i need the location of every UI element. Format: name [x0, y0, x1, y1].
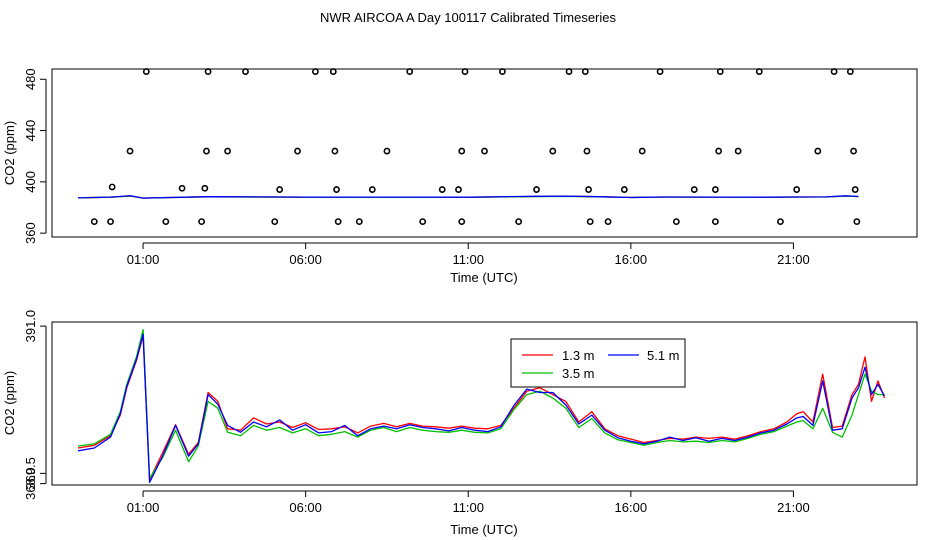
top-scatter-point [461, 68, 469, 75]
top-scatter-point [331, 147, 339, 155]
figure-title: NWR AIRCOA A Day 100117 Calibrated Times… [320, 10, 616, 25]
legend-label-5-1m: 5.1 m [647, 348, 680, 363]
legend-label-1-3m: 1.3 m [562, 348, 595, 363]
top-scatter-point [126, 147, 134, 155]
top-scatter-point [312, 68, 319, 75]
bottom-x-tick-label: 11:00 [452, 500, 484, 515]
chart-marks: 01:00 06:00 11:00 16:00 21:00 360 400 440 480 01:… [23, 68, 886, 515]
top-scatter-point [242, 68, 249, 75]
top-scatter-point [755, 68, 763, 75]
top-scatter-point [793, 186, 801, 193]
top-scatter-point [715, 147, 723, 155]
top-scatter-point [198, 218, 205, 226]
top-x-tick-label: 11:00 [452, 252, 484, 267]
top-x-tick-label: 06:00 [289, 252, 322, 267]
bottom-x-axis-label: Time (UTC) [450, 522, 517, 537]
top-scatter-point [334, 218, 342, 226]
top-scatter-point [419, 218, 427, 226]
bottom-y-axis-label: CO2 (ppm) [2, 371, 17, 435]
top-scatter-point [333, 186, 340, 193]
top-scatter-point [294, 147, 301, 155]
top-scatter-point [672, 218, 680, 226]
bottom-y-tick-label: 368.0 [23, 467, 38, 500]
top-series-line-5-1-m [77, 195, 859, 199]
top-scatter-point [583, 147, 591, 155]
bottom-x-tick-label: 16:00 [615, 500, 648, 515]
bottom-series-line-3-5-m [77, 328, 885, 479]
top-y-tick-label: 400 [23, 171, 38, 193]
top-scatter-point [711, 218, 719, 226]
top-scatter-point [620, 186, 628, 193]
top-scatter-point [851, 186, 859, 193]
bottom-y-tick-label: 391.0 [23, 310, 38, 343]
top-scatter-point [276, 186, 284, 193]
top-scatter-point [515, 218, 523, 226]
top-x-tick-label: 16:00 [615, 252, 648, 267]
top-y-tick-label: 360 [23, 222, 38, 244]
bottom-x-tick-label: 21:00 [777, 500, 810, 515]
top-y-tick-label: 440 [23, 120, 38, 142]
top-scatter-point [777, 218, 784, 226]
top-scatter-point [178, 184, 186, 192]
top-y-axis-label: CO2 (ppm) [2, 121, 17, 185]
top-scatter-point [850, 147, 857, 155]
top-x-tick-label: 01:00 [127, 252, 160, 267]
top-scatter-point [830, 68, 838, 75]
top-scatter-point [458, 218, 466, 226]
top-scatter-point [814, 147, 822, 155]
top-scatter-point [734, 147, 742, 155]
bottom-y-tick-label: 369.5 [23, 457, 38, 490]
top-scatter-point [355, 218, 363, 226]
legend-box [510, 338, 686, 388]
top-scatter-point [604, 218, 612, 226]
top-scatter-point [565, 68, 573, 75]
top-scatter-point [107, 218, 114, 226]
top-scatter-point [656, 68, 664, 75]
top-scatter-point [711, 186, 719, 193]
top-scatter-point [203, 147, 210, 155]
top-scatter-point [406, 68, 414, 75]
legend-label-3-5m: 3.5 m [562, 366, 595, 381]
bottom-x-tick-label: 01:00 [127, 500, 160, 515]
top-scatter-point [368, 186, 376, 193]
top-scatter-point [481, 147, 488, 155]
top-x-tick-label: 21:00 [777, 252, 810, 267]
top-scatter-point [638, 147, 646, 155]
top-scatter-point [90, 218, 98, 226]
top-scatter-point [142, 68, 150, 75]
legend: 1.3 m 3.5 m 5.1 m [510, 338, 686, 388]
top-scatter-point [585, 186, 592, 193]
top-scatter-point [498, 68, 506, 75]
bottom-x-tick-label: 06:00 [289, 500, 322, 515]
top-scatter-point [271, 218, 279, 226]
top-scatter-point [716, 68, 724, 75]
top-scatter-point [581, 68, 589, 75]
bottom-plot-frame [51, 321, 918, 486]
top-scatter-point [204, 68, 212, 75]
top-scatter-point [690, 186, 698, 193]
top-plot-frame [51, 68, 918, 238]
top-scatter-point [455, 186, 462, 193]
top-x-axis-label: Time (UTC) [450, 270, 517, 285]
top-scatter-point [853, 218, 861, 226]
top-scatter-point [162, 218, 170, 226]
top-scatter-point [586, 218, 594, 226]
top-scatter-point [383, 147, 391, 155]
top-scatter-point [549, 147, 557, 155]
top-scatter-point [201, 184, 209, 192]
top-scatter-point [846, 68, 854, 75]
top-scatter-point [329, 68, 337, 75]
top-scatter-point [533, 186, 540, 193]
top-y-tick-label: 480 [23, 68, 38, 90]
top-scatter-point [108, 183, 116, 191]
top-scatter-point [438, 186, 446, 193]
bottom-series-line-1-3-m [77, 335, 886, 481]
top-scatter-point [224, 147, 232, 155]
bottom-series-line-5-1-m [77, 333, 886, 483]
top-scatter-point [458, 147, 466, 155]
